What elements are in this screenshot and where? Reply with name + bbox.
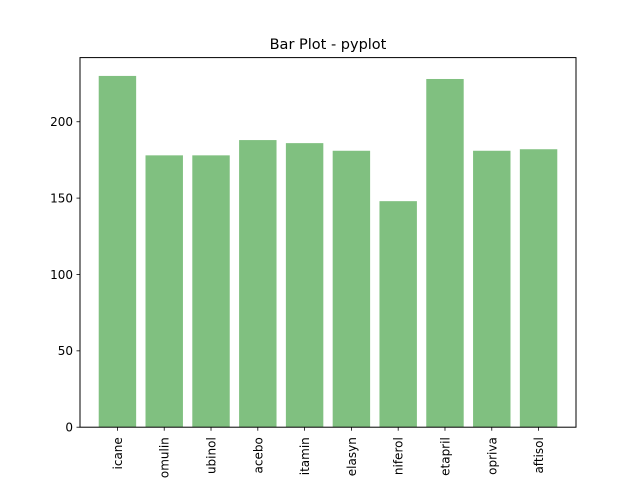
bar-8: [473, 150, 511, 428]
y-tick-label: 100: [50, 268, 73, 282]
x-tick-label: elasyn: [345, 437, 359, 476]
bar-2: [192, 155, 230, 428]
bar-0: [98, 75, 137, 428]
bar-3: [239, 140, 277, 428]
x-tick-label: icane: [111, 437, 125, 469]
bar-9: [519, 149, 558, 428]
y-tick-label: 150: [50, 191, 73, 205]
bars-group: [98, 75, 558, 428]
x-tick-label: acebo: [251, 437, 265, 473]
bar-7: [426, 78, 464, 428]
x-tick-label: aftisol: [532, 437, 546, 473]
y-tick-label: 200: [50, 115, 73, 129]
x-tick-label: itamin: [298, 437, 312, 475]
bar-6: [379, 201, 417, 428]
bar-1: [145, 155, 183, 428]
y-axis-ticks: 0 50 100 150 200: [50, 115, 80, 435]
x-tick-label: opriva: [485, 437, 499, 475]
bar-4: [285, 143, 324, 428]
x-tick-label: niferol: [392, 437, 406, 475]
x-tick-label: omulin: [158, 437, 172, 478]
y-tick-label: 50: [58, 344, 73, 358]
chart-title: Bar Plot - pyplot: [270, 37, 387, 53]
x-axis-ticks: icane omulin ubinol acebo itamin elasyn nifero…: [111, 427, 546, 478]
x-tick-label: etapril: [438, 437, 452, 476]
x-tick-label: ubinol: [205, 437, 219, 474]
axes-frame: [79, 57, 577, 428]
bar-5: [332, 150, 371, 428]
y-tick-label: 0: [65, 421, 73, 435]
